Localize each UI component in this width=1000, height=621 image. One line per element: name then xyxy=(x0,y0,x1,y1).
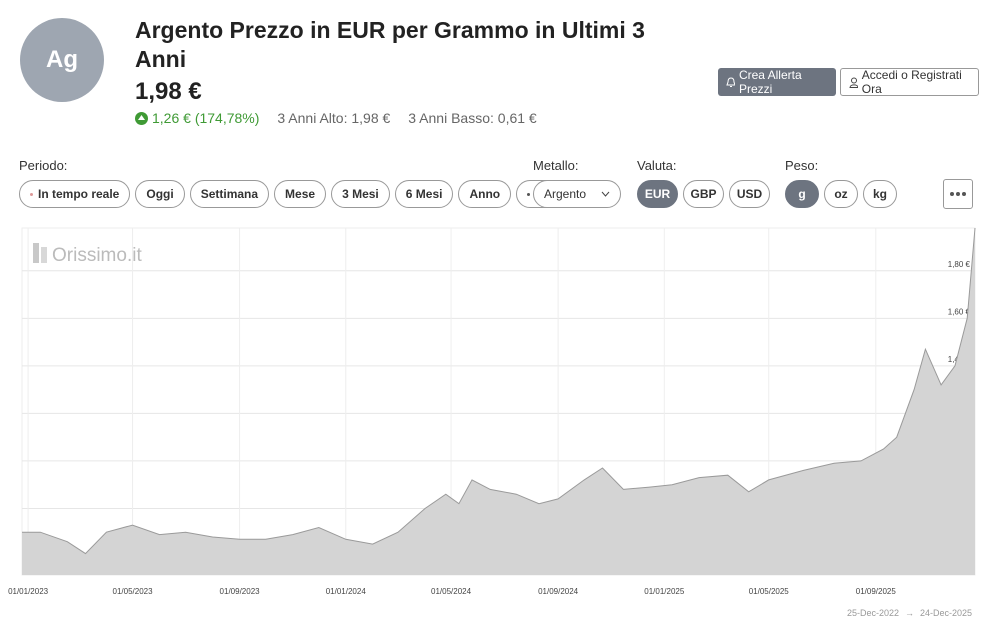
period-pill[interactable]: In tempo reale xyxy=(19,180,131,208)
more-button[interactable] xyxy=(943,179,973,209)
bell-icon xyxy=(726,76,735,87)
x-tick-label: 01/01/2023 xyxy=(8,587,49,596)
live-dot xyxy=(30,192,33,196)
period-pill[interactable]: Settimana xyxy=(189,180,270,208)
weight-pill[interactable]: kg xyxy=(863,180,897,208)
period-pill-text: In tempo reale xyxy=(38,187,120,201)
metal-select[interactable]: Argento xyxy=(533,180,621,208)
y-tick-label: 1,60 € xyxy=(948,307,971,316)
watermark: Orissimo.it xyxy=(52,245,142,266)
currency-pill[interactable]: USD xyxy=(729,180,770,208)
weight-pill[interactable]: oz xyxy=(824,180,858,208)
price: 1,98 € xyxy=(135,78,202,105)
period-pill[interactable]: 6 Mesi xyxy=(394,180,454,208)
currency-pill-text: GBP xyxy=(690,187,717,201)
alert-text: Crea Allerta Prezzi xyxy=(738,68,802,96)
currency-pill-text: EUR xyxy=(644,187,671,201)
weight-pill[interactable]: g xyxy=(785,180,819,208)
dots xyxy=(527,192,531,196)
x-tick-label: 01/01/2024 xyxy=(326,587,367,596)
logo-bar xyxy=(33,243,39,263)
y-tick-label: 1,80 € xyxy=(948,260,971,269)
period-pill-text: 6 Mesi xyxy=(405,187,443,201)
period-pill[interactable]: 3 Mesi xyxy=(331,180,390,208)
period-pill-text: Anno xyxy=(469,187,501,201)
weight-pill-text: oz xyxy=(834,187,848,201)
period-pill-text: Oggi xyxy=(146,187,174,201)
change: 1,26 € (174,78%) xyxy=(135,110,259,126)
currency-row: EUR GBP USD xyxy=(637,180,770,208)
avatar: Ag xyxy=(20,18,104,102)
period-pill-text: Settimana xyxy=(200,187,259,201)
metal-row: Argento xyxy=(533,180,621,208)
weight-pill-text: kg xyxy=(872,187,887,201)
period-pill[interactable]: Mese xyxy=(274,180,327,208)
change-text: 1,26 € (174,78%) xyxy=(152,110,260,126)
currency-label: Valuta: xyxy=(637,158,677,173)
price-line xyxy=(22,227,976,555)
period-pill[interactable]: Oggi xyxy=(135,180,185,208)
x-tick-label: 01/05/2025 xyxy=(749,587,790,596)
range-end: 24-Dec-2025 xyxy=(919,608,972,618)
period-label: Periodo: xyxy=(19,158,68,173)
range-start: 25-Dec-2022 xyxy=(846,608,899,618)
period-row: In tempo reale Oggi Settimana Mese 3 Mesi 6 M… xyxy=(19,180,592,208)
logo-bar xyxy=(41,247,47,263)
arrow: → xyxy=(904,608,914,618)
high: 3 Anni Alto: 1,98 € xyxy=(277,110,391,126)
price-area xyxy=(22,228,975,575)
login-text: Accedi o Registrati Ora xyxy=(861,68,962,96)
low: 3 Anni Basso: 0,61 € xyxy=(408,110,537,126)
chevron xyxy=(601,191,610,197)
metal-label: Metallo: xyxy=(533,158,579,173)
x-tick-label: 01/09/2025 xyxy=(856,587,897,596)
weight-pill-text: g xyxy=(798,187,806,201)
x-tick-label: 01/05/2024 xyxy=(431,587,472,596)
weight-row: g oz kg xyxy=(785,180,897,208)
stats: 1,26 € (174,78%) 3 Anni Alto: 1,98 € 3 A… xyxy=(135,110,537,126)
x-tick-label: 01/01/2025 xyxy=(644,587,685,596)
date-range: 25-Dec-2022 → 24-Dec-2025 xyxy=(847,608,972,618)
up-icon xyxy=(135,111,148,125)
x-tick-label: 01/05/2023 xyxy=(113,587,154,596)
user-icon xyxy=(849,77,858,88)
metal-text: Argento xyxy=(544,187,587,201)
period-pill-text: Mese xyxy=(285,187,316,201)
weight-label: Peso: xyxy=(785,158,819,173)
period-pill-text: 3 Mesi xyxy=(342,187,379,201)
x-tick-label: 01/09/2023 xyxy=(220,587,261,596)
currency-pill[interactable]: GBP xyxy=(683,180,724,208)
alert-button[interactable]: Crea Allerta Prezzi xyxy=(718,68,836,96)
login-button[interactable]: Accedi o Registrati Ora xyxy=(840,68,979,96)
title: Argento Prezzo in EUR per Grammo in Ulti… xyxy=(135,17,645,72)
currency-pill[interactable]: EUR xyxy=(637,180,678,208)
period-pill[interactable]: Anno xyxy=(458,180,512,208)
x-tick-label: 01/09/2024 xyxy=(538,587,579,596)
currency-pill-text: USD xyxy=(736,187,763,201)
